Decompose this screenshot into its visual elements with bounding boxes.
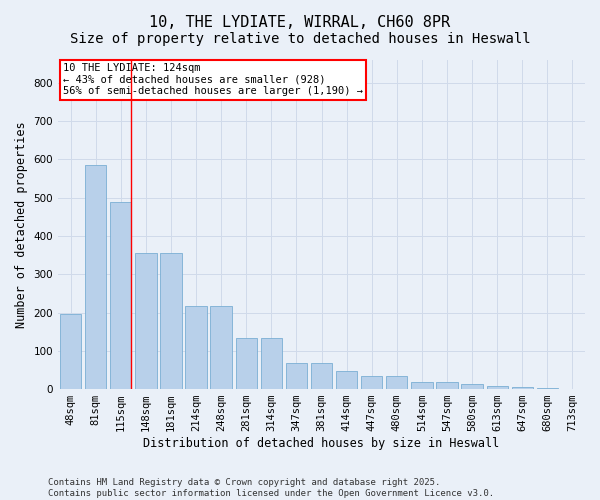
Bar [411, 382, 433, 389]
Bar [436, 382, 458, 389]
Bar [211, 306, 232, 389]
Text: 10 THE LYDIATE: 124sqm
← 43% of detached houses are smaller (928)
56% of semi-de: 10 THE LYDIATE: 124sqm ← 43% of detached… [64, 64, 364, 96]
Bar [461, 384, 483, 389]
Text: Contains HM Land Registry data © Crown copyright and database right 2025.
Contai: Contains HM Land Registry data © Crown c… [48, 478, 494, 498]
Bar [386, 376, 407, 389]
Bar [336, 370, 357, 389]
Bar [260, 338, 282, 389]
Bar [311, 363, 332, 389]
Bar [60, 314, 81, 389]
Bar [286, 363, 307, 389]
Text: Size of property relative to detached houses in Heswall: Size of property relative to detached ho… [70, 32, 530, 46]
X-axis label: Distribution of detached houses by size in Heswall: Distribution of detached houses by size … [143, 437, 500, 450]
Bar [487, 386, 508, 389]
Bar [512, 387, 533, 389]
Bar [135, 253, 157, 389]
Bar [185, 306, 207, 389]
Bar [236, 338, 257, 389]
Bar [110, 202, 131, 389]
Bar [85, 165, 106, 389]
Bar [361, 376, 382, 389]
Bar [160, 253, 182, 389]
Bar [536, 388, 558, 389]
Text: 10, THE LYDIATE, WIRRAL, CH60 8PR: 10, THE LYDIATE, WIRRAL, CH60 8PR [149, 15, 451, 30]
Y-axis label: Number of detached properties: Number of detached properties [15, 121, 28, 328]
